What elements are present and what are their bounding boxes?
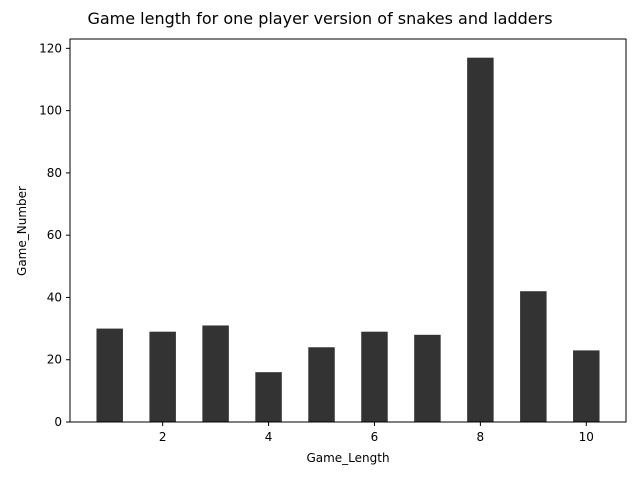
plot-frame: [69, 38, 627, 423]
bar-2: [149, 331, 176, 422]
y-tick-label-20: 20: [47, 353, 62, 367]
bar-9: [520, 291, 547, 422]
bar-6: [361, 331, 388, 422]
x-tick-label-2: 2: [159, 430, 167, 444]
y-axis-label: Game_Number: [15, 186, 29, 276]
bar-3: [202, 325, 229, 422]
bars-layer: [96, 57, 600, 423]
bar-1: [96, 328, 123, 422]
bar-5: [308, 347, 335, 422]
x-tick-label-8: 8: [477, 430, 485, 444]
x-tick-label-6: 6: [371, 430, 379, 444]
x-tick-label-10: 10: [579, 430, 594, 444]
chart-title: Game length for one player version of sn…: [87, 9, 552, 28]
bar-7: [414, 334, 441, 422]
bar-10: [573, 350, 600, 422]
bar-4: [255, 372, 282, 422]
y-tick-label-40: 40: [47, 290, 62, 304]
y-tick-label-100: 100: [39, 104, 62, 118]
y-tick-label-80: 80: [47, 166, 62, 180]
y-tick-label-0: 0: [54, 415, 62, 429]
bar-8: [467, 57, 494, 423]
x-tick-label-4: 4: [265, 430, 273, 444]
y-tick-label-120: 120: [39, 41, 62, 55]
y-tick-label-60: 60: [47, 228, 62, 242]
x-axis-label: Game_Length: [306, 451, 389, 465]
